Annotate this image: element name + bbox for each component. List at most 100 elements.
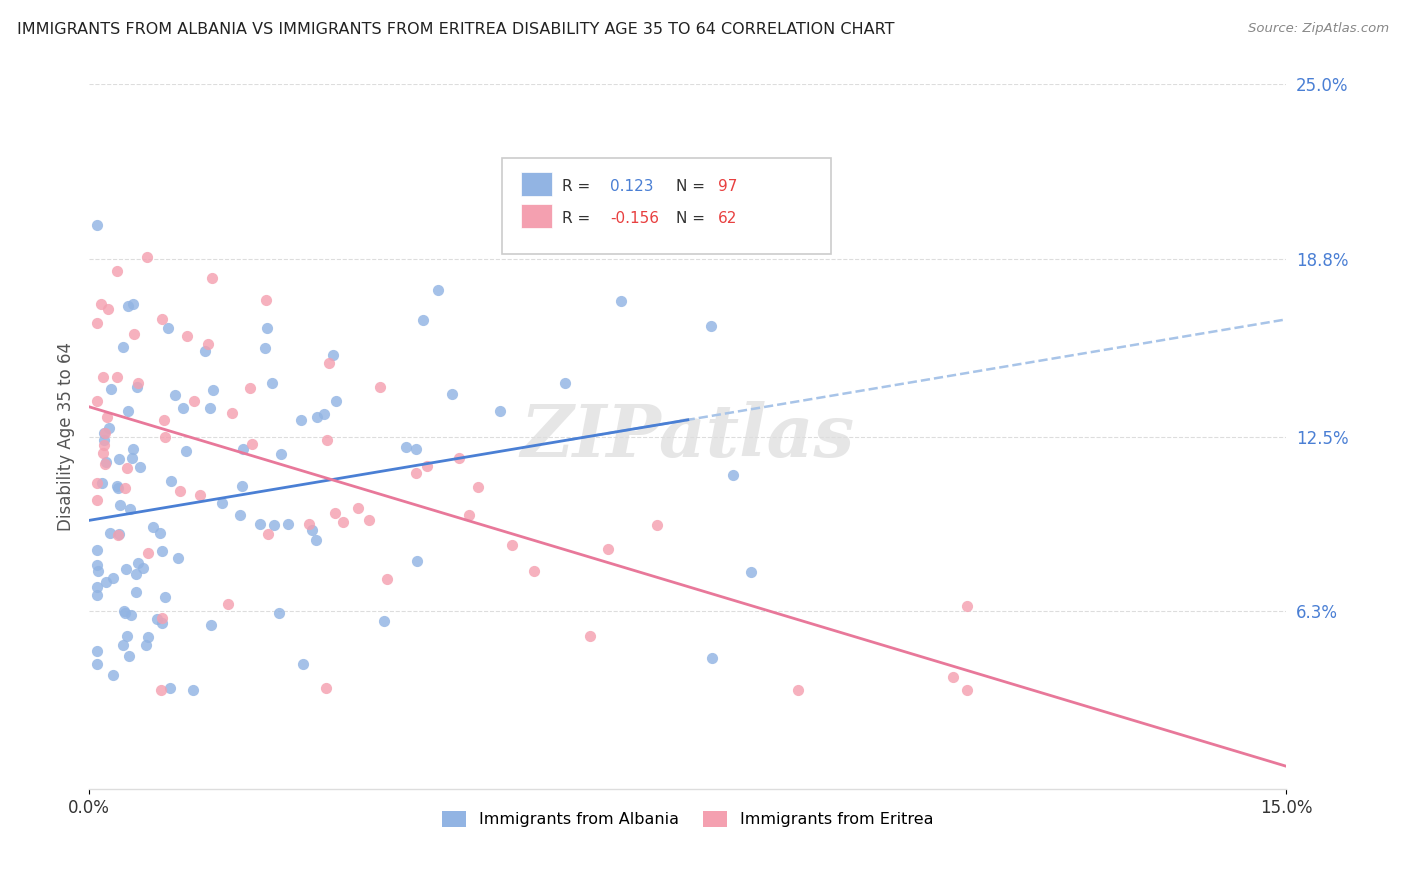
Point: [125, 567, 148, 582]
Point: [305, 410, 328, 425]
Point: [115, 461, 138, 475]
Point: [107, 528, 129, 542]
Point: [91, 446, 114, 460]
Point: [94, 457, 117, 471]
Point: [128, 460, 150, 475]
Point: [96, 410, 118, 425]
Text: ZIPatlas: ZIPatlas: [520, 401, 855, 472]
Point: [94, 425, 117, 440]
Point: [86, 558, 108, 573]
Point: [183, 394, 205, 409]
Point: [97, 302, 120, 317]
Legend: Immigrants from Albania, Immigrants from Eritrea: Immigrants from Albania, Immigrants from…: [436, 805, 939, 834]
Point: [323, 506, 346, 520]
Point: [153, 590, 176, 604]
Point: [305, 533, 328, 547]
Point: [174, 444, 197, 458]
Point: [86, 218, 108, 232]
Point: [231, 479, 253, 493]
Point: [153, 430, 176, 444]
Point: [188, 488, 211, 502]
Point: [232, 442, 254, 457]
Point: [740, 565, 762, 579]
Point: [105, 479, 128, 493]
Point: [201, 271, 224, 285]
Point: [93, 437, 115, 451]
Point: [149, 525, 172, 540]
Point: [501, 538, 523, 552]
Point: [312, 407, 335, 421]
Point: [270, 447, 292, 461]
Point: [90, 475, 112, 490]
Text: 62: 62: [717, 211, 737, 226]
Point: [257, 527, 280, 541]
Point: [160, 474, 183, 488]
Point: [610, 293, 633, 308]
Point: [86, 580, 108, 594]
Point: [700, 650, 723, 665]
Point: [112, 340, 135, 354]
Point: [405, 466, 427, 480]
Point: [412, 313, 434, 327]
Point: [96, 574, 118, 589]
Point: [217, 597, 239, 611]
Point: [211, 496, 233, 510]
Point: [322, 348, 344, 362]
Point: [86, 543, 108, 558]
Point: [101, 571, 124, 585]
Point: [955, 683, 977, 698]
Text: Source: ZipAtlas.com: Source: ZipAtlas.com: [1249, 22, 1389, 36]
Point: [142, 520, 165, 534]
Point: [700, 318, 723, 333]
Point: [198, 401, 221, 415]
Point: [125, 380, 148, 394]
Point: [298, 517, 321, 532]
Point: [316, 434, 339, 448]
Point: [200, 618, 222, 632]
Point: [127, 376, 149, 391]
Point: [150, 610, 173, 624]
Point: [118, 502, 141, 516]
Point: [121, 450, 143, 465]
Point: [405, 442, 427, 456]
Point: [721, 467, 744, 482]
Point: [347, 500, 370, 515]
Point: [86, 657, 108, 672]
Point: [554, 376, 576, 390]
Point: [449, 450, 471, 465]
Point: [93, 433, 115, 447]
Text: R =: R =: [562, 211, 595, 226]
Point: [267, 606, 290, 620]
Point: [120, 607, 142, 622]
Point: [156, 321, 179, 335]
Point: [125, 585, 148, 599]
Point: [596, 542, 619, 557]
Point: [332, 515, 354, 529]
Point: [98, 421, 121, 435]
Text: 97: 97: [717, 179, 737, 194]
Point: [138, 546, 160, 560]
Point: [135, 639, 157, 653]
Point: [194, 344, 217, 359]
Point: [169, 483, 191, 498]
Point: [86, 493, 108, 508]
Point: [86, 476, 108, 491]
Point: [262, 376, 284, 390]
Point: [152, 311, 174, 326]
Point: [941, 670, 963, 684]
Point: [122, 297, 145, 311]
Point: [108, 498, 131, 512]
Point: [254, 293, 277, 307]
Point: [197, 336, 219, 351]
FancyBboxPatch shape: [522, 172, 553, 196]
Point: [239, 381, 262, 395]
Point: [90, 297, 112, 311]
Point: [107, 481, 129, 495]
Point: [122, 327, 145, 342]
Point: [86, 316, 108, 330]
Point: [357, 513, 380, 527]
Point: [114, 607, 136, 621]
Point: [107, 527, 129, 541]
Point: [645, 518, 668, 533]
Point: [118, 649, 141, 664]
